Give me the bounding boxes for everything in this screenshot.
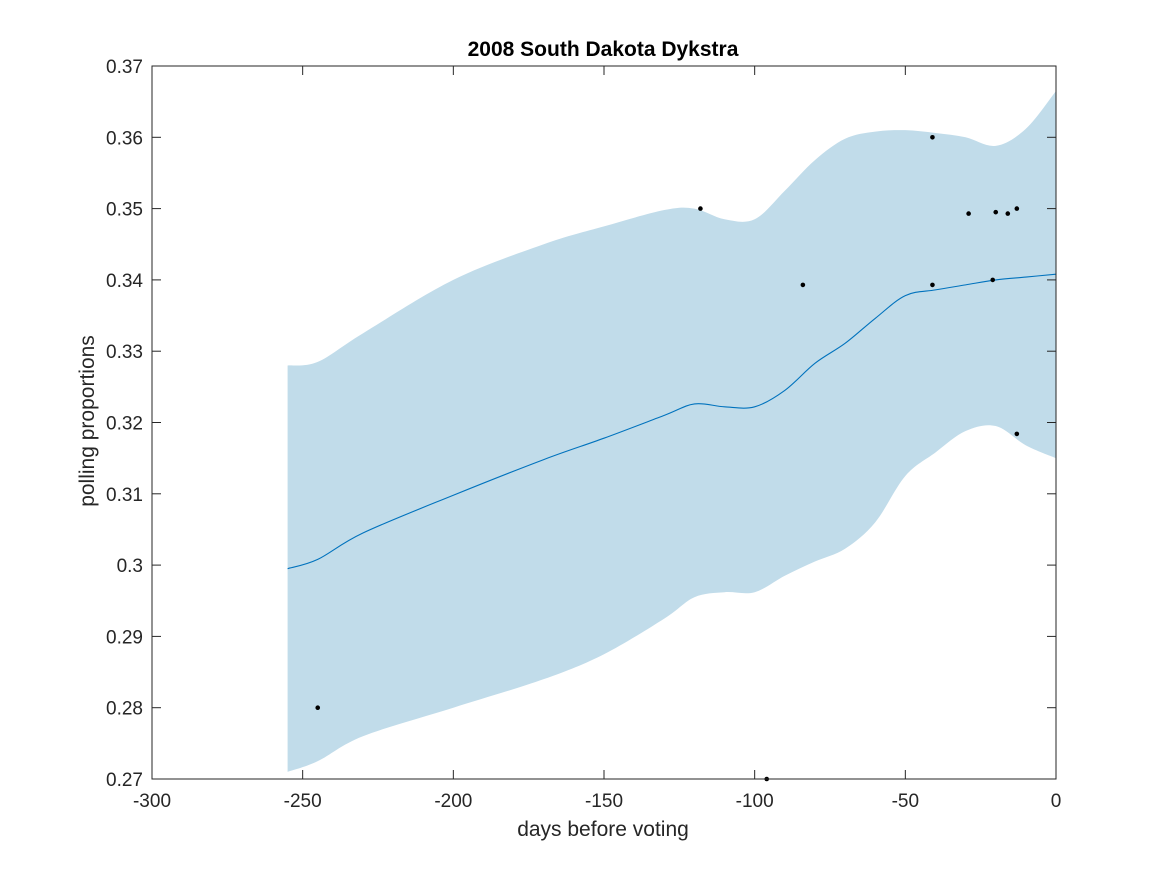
plot-area <box>287 90 1057 782</box>
y-tick-label: 0.36 <box>106 128 143 149</box>
y-tick-label: 0.37 <box>106 57 143 78</box>
y-tick-label: 0.34 <box>106 271 143 292</box>
x-tick-label: -250 <box>284 791 322 812</box>
y-tick-label: 0.35 <box>106 200 143 221</box>
y-tick-label: 0.28 <box>106 699 143 720</box>
x-tick-label: -200 <box>434 791 472 812</box>
poll-point <box>698 206 703 211</box>
confidence-band <box>287 90 1057 772</box>
y-tick-label: 0.29 <box>106 627 143 648</box>
poll-point <box>1014 431 1020 437</box>
axes: -300 -250 -200 -150 -100 -50 0 0.27 0.28 0.29 0.3 0… <box>106 57 1061 812</box>
poll-point <box>800 282 806 288</box>
trend-line <box>287 273 1057 570</box>
x-tick-label: 0 <box>1051 791 1062 812</box>
y-tick-label: 0.33 <box>106 342 143 363</box>
poll-point <box>930 282 935 288</box>
x-tick-label: -150 <box>585 791 623 812</box>
poll-point <box>1014 206 1020 211</box>
x-tick-label: -50 <box>892 791 919 812</box>
poll-point <box>993 209 999 215</box>
poll-point <box>315 705 321 710</box>
poll-point <box>1005 211 1011 216</box>
x-tick-label: -300 <box>133 791 171 812</box>
poll-point <box>930 135 935 140</box>
y-axis-label: polling proportions <box>76 335 99 507</box>
poll-point <box>966 211 971 216</box>
y-tick-label: 0.27 <box>106 770 143 791</box>
x-tick-label: -100 <box>736 791 774 812</box>
chart-title: 2008 South Dakota Dykstra <box>468 38 739 61</box>
y-tick-label: 0.3 <box>117 556 143 577</box>
x-axis-label: days before voting <box>517 818 689 841</box>
poll-point <box>990 277 996 283</box>
y-tick-label: 0.32 <box>106 414 143 435</box>
y-tick-label: 0.31 <box>106 485 143 506</box>
